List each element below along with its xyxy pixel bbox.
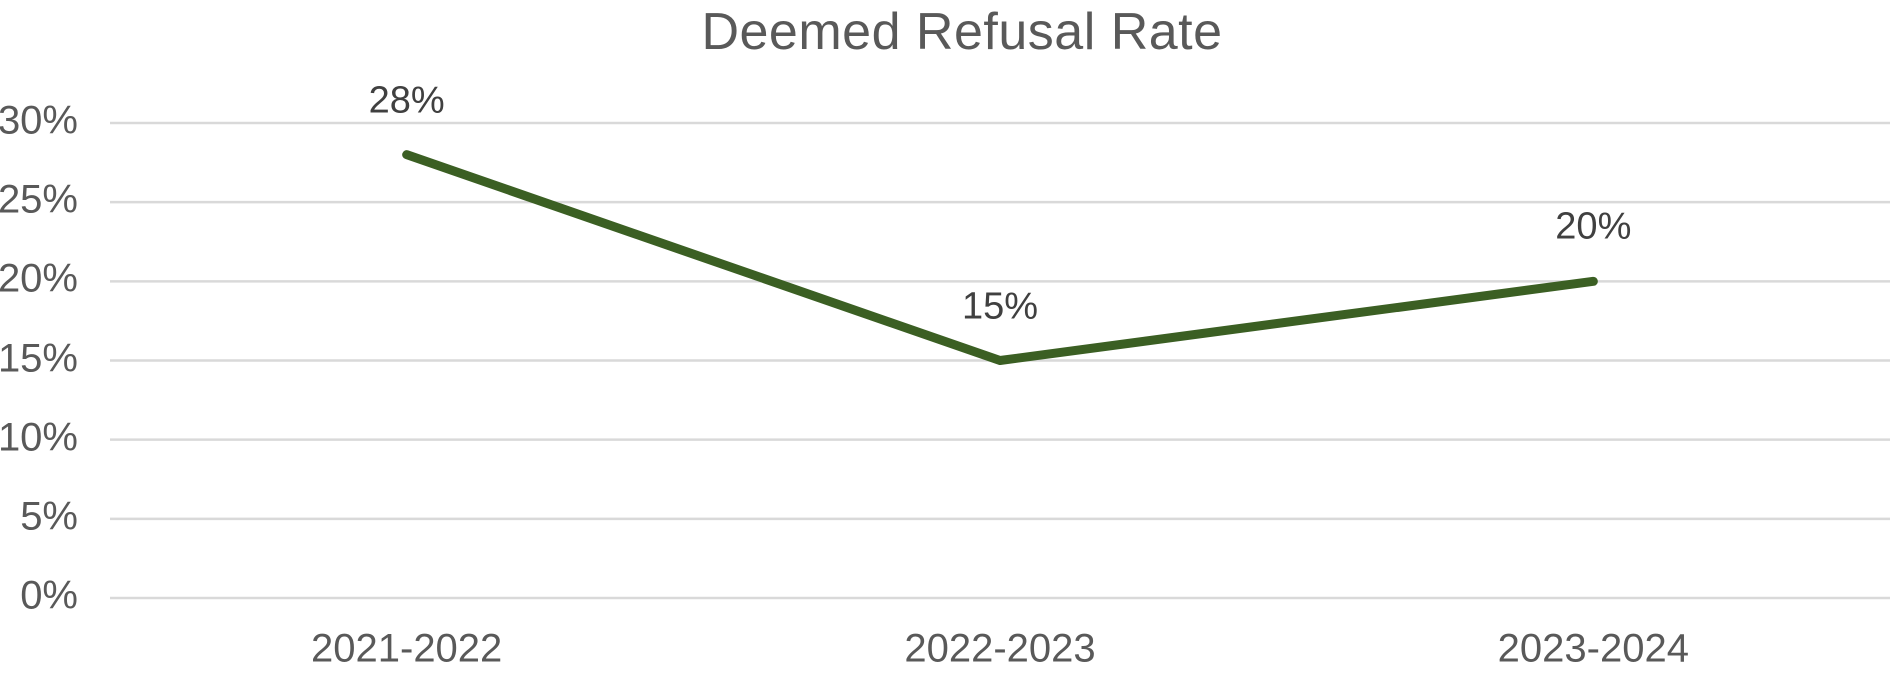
x-axis-category-label: 2022-2023 <box>904 626 1096 671</box>
y-axis-tick-label: 15% <box>0 336 78 381</box>
y-axis-tick-label: 5% <box>20 494 78 539</box>
x-axis-category-label: 2021-2022 <box>311 626 503 671</box>
y-axis-tick-label: 30% <box>0 98 78 143</box>
chart-title: Deemed Refusal Rate <box>701 3 1223 61</box>
x-axis-category-label: 2023-2024 <box>1497 626 1689 671</box>
gridlines <box>110 121 1890 600</box>
data-label: 15% <box>961 285 1039 327</box>
y-axis-tick-label: 0% <box>20 573 78 618</box>
y-axis-tick-label: 10% <box>0 415 78 460</box>
data-label: 28% <box>368 79 445 122</box>
data-label: 20% <box>1555 205 1632 248</box>
series-line <box>402 150 1598 365</box>
y-axis-tick-label: 20% <box>0 257 78 302</box>
y-axis-tick-label: 25% <box>0 177 78 222</box>
